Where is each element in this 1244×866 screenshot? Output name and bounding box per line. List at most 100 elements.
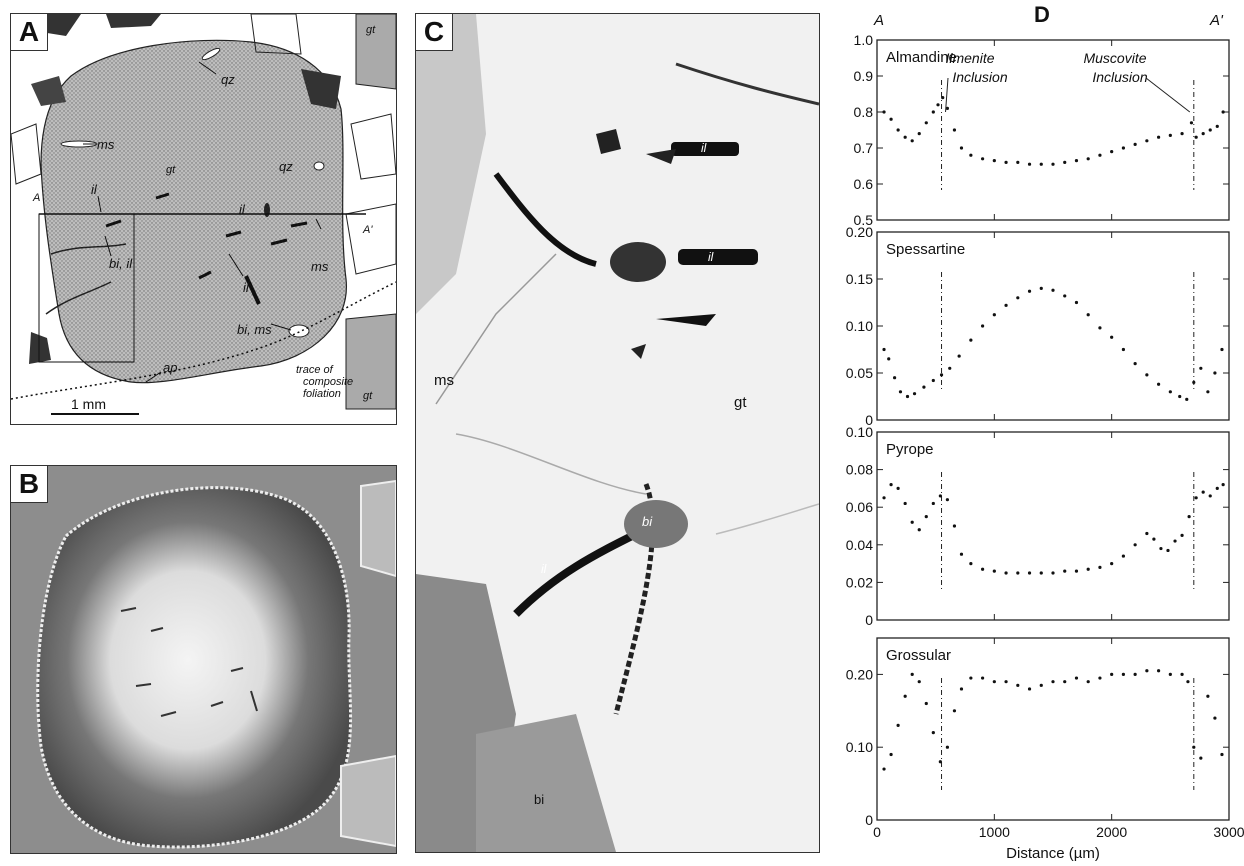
data-point — [1194, 496, 1198, 500]
data-point — [887, 357, 891, 361]
trace-label-3: foliation — [303, 388, 341, 400]
data-point — [1098, 676, 1102, 680]
data-point — [889, 117, 893, 121]
panel-a: A qz ms gt gt gt qz il il bi, il ms il b… — [10, 13, 397, 425]
data-point — [938, 760, 942, 764]
inset-box — [38, 213, 135, 363]
data-point — [1039, 683, 1043, 687]
label-ap: ap — [163, 360, 178, 375]
label-gt-top: gt — [366, 24, 376, 36]
data-point — [882, 110, 886, 114]
data-point — [1221, 110, 1225, 114]
y-tick-label: 0.10 — [846, 739, 873, 755]
garnet-grain — [40, 39, 347, 384]
y-tick-label: 0.20 — [846, 666, 873, 682]
data-point — [1051, 288, 1055, 292]
data-point — [1027, 571, 1032, 575]
data-point — [936, 103, 940, 107]
y-tick-label: 0.8 — [854, 104, 874, 120]
data-point — [1180, 672, 1184, 677]
data-point — [1086, 313, 1090, 317]
data-point — [1063, 569, 1067, 573]
y-tick-label: 0 — [865, 412, 873, 428]
data-point — [1074, 159, 1079, 163]
data-point — [896, 128, 900, 132]
section-end-label: A' — [363, 224, 373, 236]
panel-d-end: A' — [1210, 12, 1223, 29]
data-point — [924, 515, 928, 519]
data-point — [882, 347, 886, 352]
data-point — [1110, 672, 1114, 677]
y-tick-label: 0.05 — [846, 365, 873, 381]
y-tick-label: 0.15 — [846, 271, 873, 287]
data-point — [1098, 565, 1102, 569]
data-point — [952, 524, 957, 528]
data-point — [1213, 371, 1217, 375]
data-point — [1145, 669, 1149, 673]
data-point — [1220, 347, 1224, 352]
y-tick-label: 0.02 — [846, 574, 873, 590]
data-point — [1110, 335, 1114, 339]
data-point — [1168, 133, 1172, 137]
data-point — [1192, 745, 1196, 749]
data-point — [1208, 494, 1212, 498]
data-point — [889, 483, 893, 487]
data-point — [992, 569, 996, 573]
data-point — [1221, 483, 1225, 487]
panel-c-label: C — [416, 14, 453, 51]
data-point — [1004, 680, 1008, 684]
data-point — [1098, 153, 1102, 157]
data-point — [1201, 490, 1205, 494]
label-qz-2: qz — [279, 159, 293, 174]
data-point — [1194, 135, 1198, 139]
scale-label: 1 mm — [71, 396, 106, 412]
data-point — [1215, 486, 1219, 490]
label-c-gt: gt — [734, 394, 747, 411]
data-point — [912, 392, 917, 396]
data-point — [1145, 531, 1149, 536]
data-point — [1199, 366, 1203, 370]
data-point — [1157, 669, 1161, 673]
data-point — [952, 128, 957, 132]
y-tick-label: 0.6 — [854, 176, 874, 192]
label-qz: qz — [221, 72, 235, 87]
data-point — [1168, 672, 1172, 677]
trace-label-1: trace of — [296, 364, 333, 376]
label-c-bi: bi — [642, 514, 653, 529]
y-tick-label: 1.0 — [854, 32, 874, 48]
data-point — [1004, 571, 1008, 575]
data-point — [945, 106, 949, 110]
data-point — [959, 552, 964, 556]
panel-c: C ms gt il il il bi bi — [415, 13, 820, 853]
section-start-label: A — [33, 192, 41, 204]
data-point — [1027, 162, 1032, 166]
data-point — [1168, 390, 1172, 394]
data-point — [1166, 548, 1170, 553]
data-point — [945, 498, 949, 502]
data-point — [1074, 300, 1079, 305]
data-point — [1074, 569, 1079, 573]
label-il-3: il — [243, 280, 249, 295]
label-c-ms: ms — [434, 372, 454, 389]
data-point — [1186, 680, 1190, 684]
data-point — [981, 567, 985, 571]
label-gt: gt — [166, 164, 176, 176]
data-point — [1039, 162, 1043, 166]
data-point — [903, 501, 907, 506]
data-point — [1145, 139, 1149, 143]
x-tick-label: 0 — [873, 824, 881, 840]
data-point — [1180, 533, 1184, 538]
data-point — [1063, 680, 1067, 684]
data-point — [1051, 571, 1055, 575]
panel-a-label: A — [11, 14, 48, 51]
data-point — [1074, 676, 1079, 680]
data-point — [959, 146, 964, 150]
panel-a-sketch — [11, 14, 396, 415]
data-point — [992, 313, 996, 317]
y-tick-label: 0 — [865, 812, 873, 828]
chart-frame — [876, 431, 1230, 621]
data-point — [889, 752, 893, 757]
data-point — [882, 767, 886, 771]
data-point — [1215, 124, 1219, 128]
